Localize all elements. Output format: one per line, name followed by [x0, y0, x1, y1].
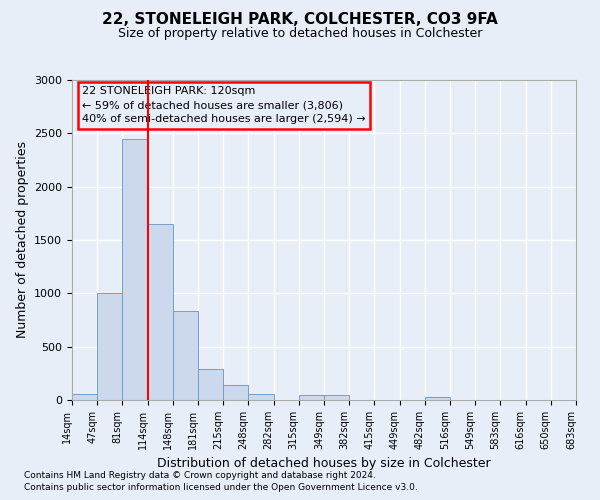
Bar	[248, 394, 274, 400]
Text: Size of property relative to detached houses in Colchester: Size of property relative to detached ho…	[118, 28, 482, 40]
Bar	[97, 294, 122, 400]
Bar	[173, 312, 198, 400]
Bar	[198, 369, 223, 400]
Text: Contains public sector information licensed under the Open Government Licence v3: Contains public sector information licen…	[24, 484, 418, 492]
Bar	[299, 394, 324, 400]
Text: 22, STONELEIGH PARK, COLCHESTER, CO3 9FA: 22, STONELEIGH PARK, COLCHESTER, CO3 9FA	[102, 12, 498, 28]
Text: 22 STONELEIGH PARK: 120sqm
← 59% of detached houses are smaller (3,806)
40% of s: 22 STONELEIGH PARK: 120sqm ← 59% of deta…	[82, 86, 366, 124]
Bar	[324, 394, 349, 400]
Bar	[425, 397, 450, 400]
X-axis label: Distribution of detached houses by size in Colchester: Distribution of detached houses by size …	[157, 458, 491, 470]
Bar	[223, 385, 248, 400]
Text: Contains HM Land Registry data © Crown copyright and database right 2024.: Contains HM Land Registry data © Crown c…	[24, 471, 376, 480]
Bar	[148, 224, 173, 400]
Bar	[72, 394, 97, 400]
Y-axis label: Number of detached properties: Number of detached properties	[16, 142, 29, 338]
Bar	[122, 138, 148, 400]
